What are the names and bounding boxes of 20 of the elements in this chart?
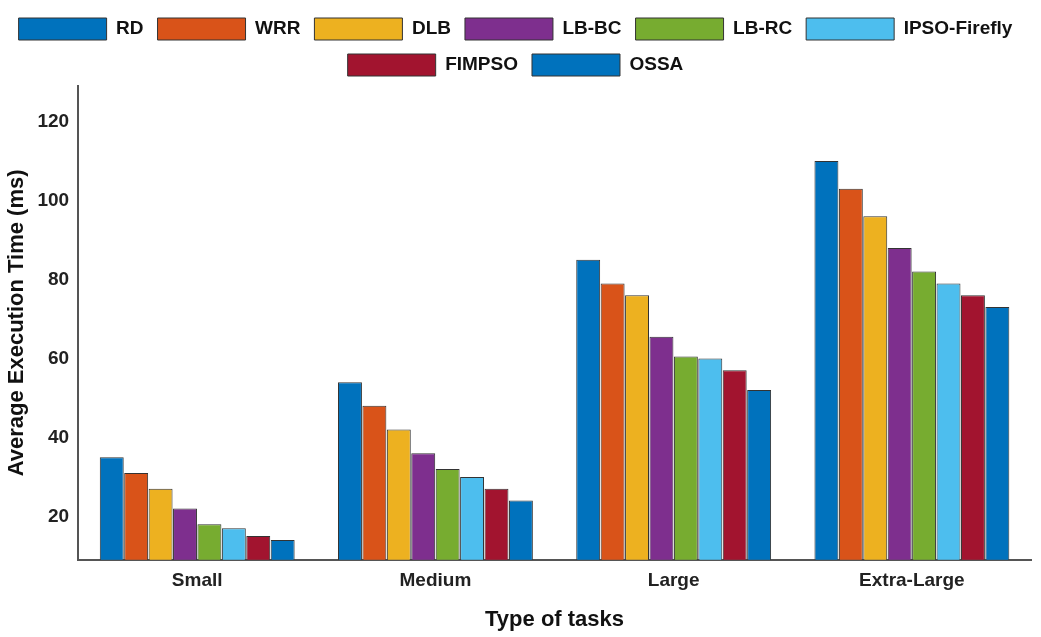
y-axis-title: Average Execution Time (ms) xyxy=(3,169,29,477)
legend-label: RD xyxy=(116,17,144,39)
legend-label: LB-BC xyxy=(562,17,622,39)
x-tick-label: Large xyxy=(647,569,700,591)
x-tick-label: Small xyxy=(171,569,223,591)
legend-label: WRR xyxy=(255,17,301,39)
legend-label: OSSA xyxy=(629,53,684,75)
legend-label: DLB xyxy=(411,17,451,39)
legend-label: IPSO-Firefly xyxy=(903,17,1013,39)
x-tick-label: Medium xyxy=(399,569,472,591)
x-axis-title: Type of tasks xyxy=(485,605,625,631)
legend-label: FIMPSO xyxy=(445,53,518,75)
legend-label: LB-RC xyxy=(733,17,793,39)
y-tick-label: 120 xyxy=(37,109,70,131)
x-tick-label: Extra-Large xyxy=(859,569,965,591)
y-tick-label: 80 xyxy=(47,267,70,289)
y-tick-label: 20 xyxy=(47,504,70,526)
y-tick-label: 60 xyxy=(47,346,70,368)
y-tick-label: 40 xyxy=(47,425,70,447)
y-tick-label: 100 xyxy=(37,188,70,210)
